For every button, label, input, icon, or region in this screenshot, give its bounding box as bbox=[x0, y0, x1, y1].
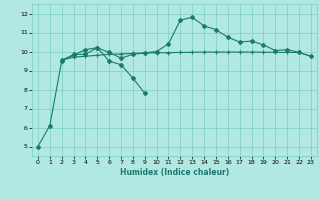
X-axis label: Humidex (Indice chaleur): Humidex (Indice chaleur) bbox=[120, 168, 229, 177]
